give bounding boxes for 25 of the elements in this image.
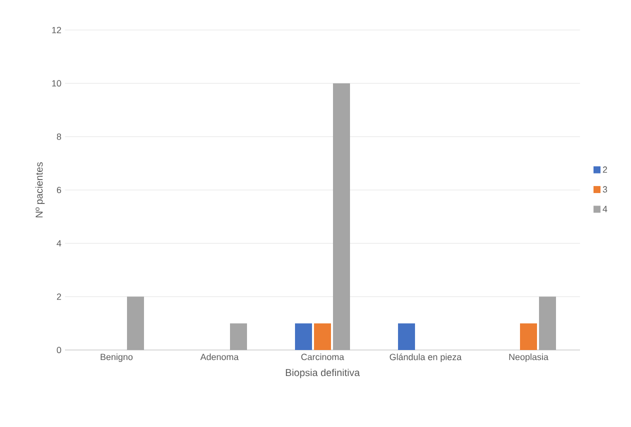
legend-label: 3 [602, 186, 608, 193]
bar [230, 323, 247, 350]
bar [538, 296, 556, 350]
bar [295, 323, 312, 350]
y-tick-label: 8 [56, 133, 62, 140]
x-tick-label: Glándula en pieza [390, 354, 462, 362]
y-axis-title: Nº pacientes [35, 162, 45, 218]
bar [332, 83, 350, 350]
y-tick-label: 12 [52, 26, 62, 34]
x-tick-label: Neoplasia [509, 354, 548, 362]
legend-label: 4 [602, 206, 608, 212]
bar [520, 323, 538, 350]
legend-label: 2 [602, 166, 608, 173]
y-tick-label: 2 [56, 294, 62, 300]
y-tick-label: 6 [56, 186, 62, 194]
x-tick-label: Benigno [100, 354, 133, 362]
bar [126, 296, 144, 350]
y-tick-label: 10 [52, 80, 62, 87]
bar [398, 323, 416, 350]
bar [314, 323, 332, 350]
x-tick-label: Adenoma [200, 354, 239, 360]
x-axis-title: Biopsia definitiva [286, 368, 360, 378]
y-tick-label: 0 [56, 346, 62, 354]
x-tick-label: Carcinoma [301, 354, 344, 360]
y-tick-label: 4 [56, 240, 62, 246]
